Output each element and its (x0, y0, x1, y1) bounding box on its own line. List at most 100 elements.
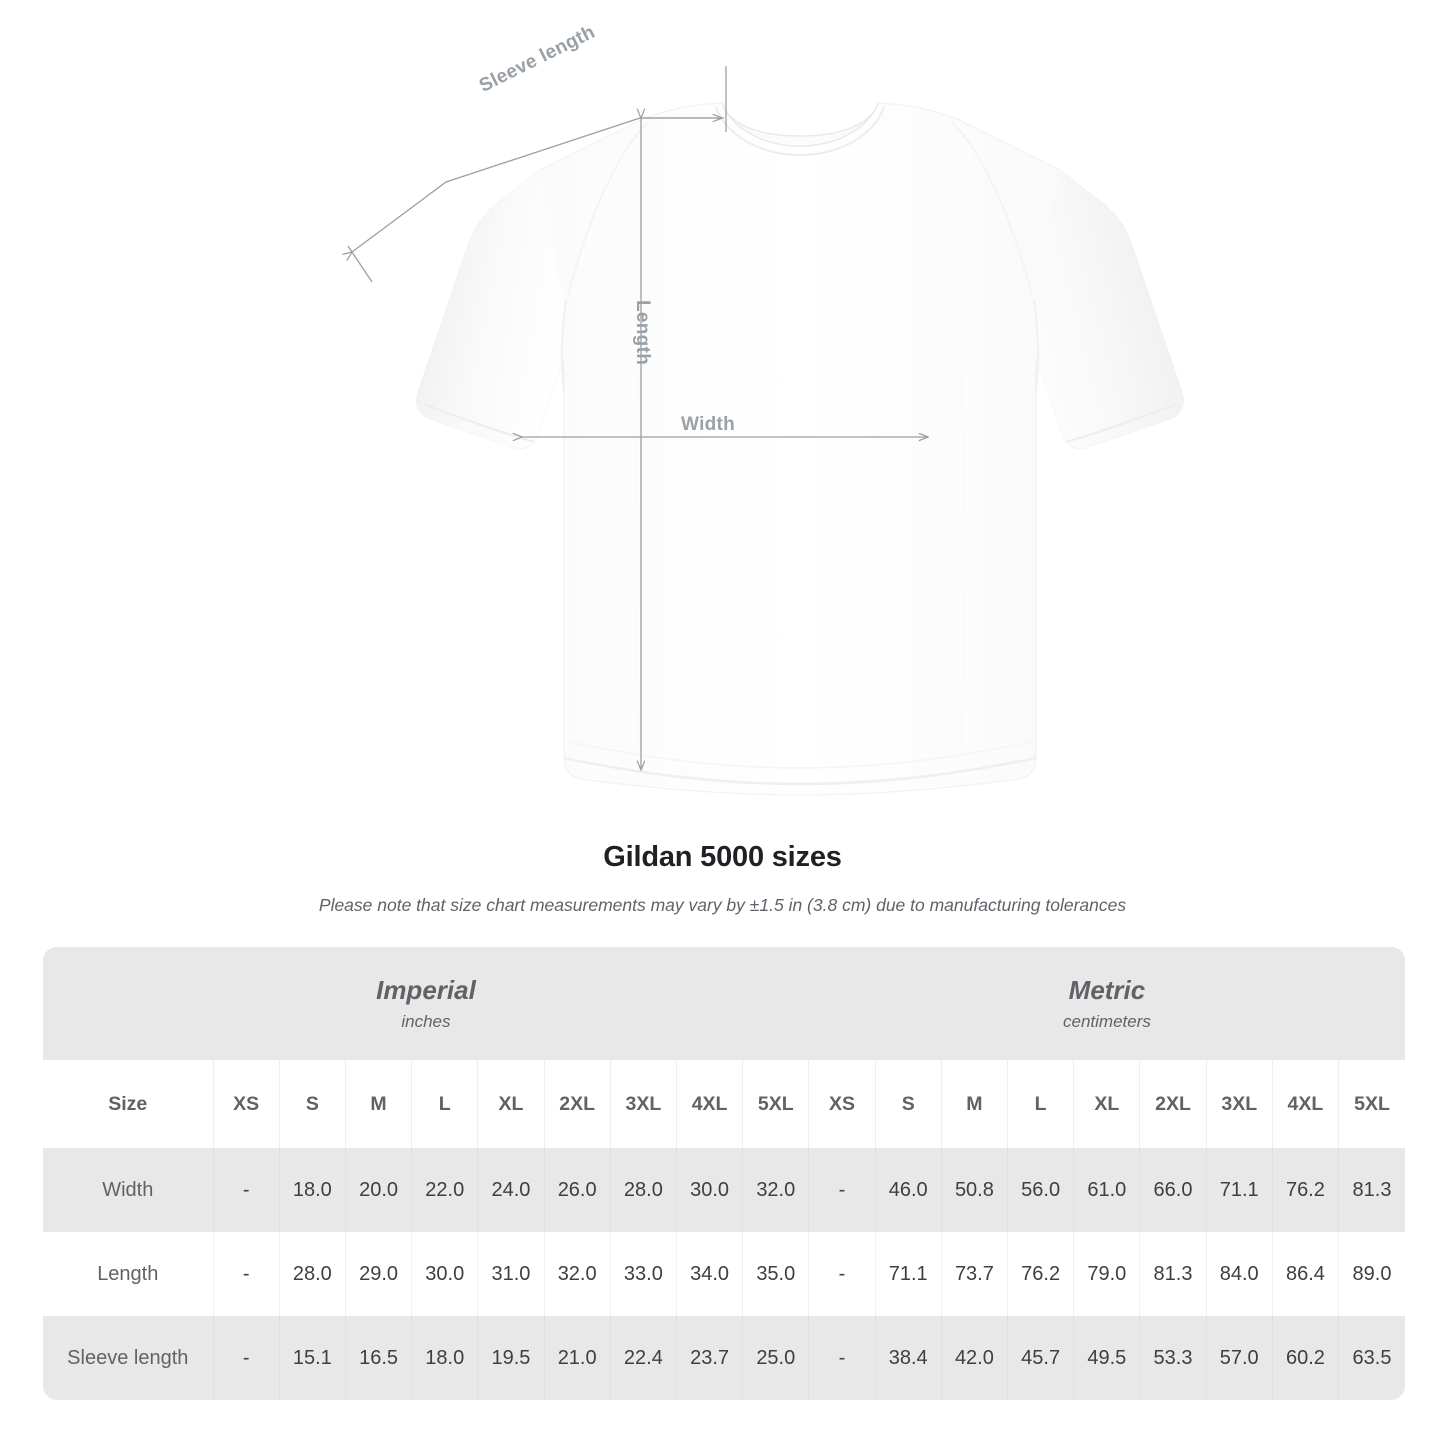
cell-width-imperial-4xl: 30.0 (676, 1148, 744, 1232)
size-header-imperial-xs: XS (213, 1060, 280, 1148)
cell-length-imperial-3xl: 33.0 (610, 1232, 677, 1316)
cell-sleeve-metric-2xl: 53.3 (1139, 1316, 1207, 1400)
cell-length-metric-5xl: 89.0 (1338, 1232, 1405, 1316)
cell-width-imperial-xl: 24.0 (477, 1148, 545, 1232)
table-row: Width - 18.0 20.0 22.0 24.0 26.0 28.0 30… (43, 1148, 1405, 1232)
row-label-sleeve-length: Sleeve length (43, 1316, 214, 1400)
cell-sleeve-metric-5xl: 63.5 (1338, 1316, 1405, 1400)
cell-width-imperial-m: 20.0 (345, 1148, 413, 1232)
imperial-group-unit: inches (401, 1011, 451, 1031)
cell-length-metric-4xl: 86.4 (1272, 1232, 1340, 1316)
cell-sleeve-metric-4xl: 60.2 (1272, 1316, 1340, 1400)
cell-width-metric-xl: 61.0 (1073, 1148, 1141, 1232)
cell-width-metric-l: 56.0 (1007, 1148, 1075, 1232)
right-sleeve-shading (955, 170, 1184, 449)
size-header-metric-3xl: 3XL (1206, 1060, 1273, 1148)
cell-sleeve-imperial-l: 18.0 (411, 1316, 479, 1400)
collar-inner-line (715, 106, 885, 157)
right-shoulder-fold (951, 121, 1033, 297)
size-header-metric-xs: XS (808, 1060, 876, 1148)
cell-width-imperial-l: 22.0 (411, 1148, 479, 1232)
cell-sleeve-imperial-3xl: 22.4 (610, 1316, 677, 1400)
size-header-metric-5xl: 5XL (1338, 1060, 1405, 1148)
imperial-group-header: Imperial inches (43, 947, 809, 1060)
cell-sleeve-imperial-xs: - (213, 1316, 280, 1400)
cell-sleeve-metric-3xl: 57.0 (1206, 1316, 1273, 1400)
metric-group-name: Metric (1068, 974, 1146, 1005)
size-header-metric-4xl: 4XL (1272, 1060, 1340, 1148)
cell-length-imperial-m: 29.0 (345, 1232, 413, 1316)
cell-sleeve-imperial-2xl: 21.0 (544, 1316, 611, 1400)
size-header-imperial-2xl: 2XL (544, 1060, 611, 1148)
tshirt-diagram-svg (0, 66, 1184, 796)
size-header-metric-l: L (1007, 1060, 1075, 1148)
cell-sleeve-imperial-4xl: 23.7 (676, 1316, 744, 1400)
size-header-imperial-5xl: 5XL (742, 1060, 810, 1148)
cell-width-imperial-s: 18.0 (279, 1148, 346, 1232)
table-row: Sleeve length - 15.1 16.5 18.0 19.5 21.0… (43, 1316, 1405, 1400)
cell-sleeve-imperial-m: 16.5 (345, 1316, 413, 1400)
cell-length-metric-l: 76.2 (1007, 1232, 1075, 1316)
table-row: Length - 28.0 29.0 30.0 31.0 32.0 33.0 3… (43, 1232, 1405, 1316)
size-header-row: Size XS S M L XL 2XL 3XL 4XL 5XL XS S M … (43, 1060, 1405, 1148)
size-header-imperial-xl: XL (477, 1060, 545, 1148)
size-header-imperial-m: M (345, 1060, 413, 1148)
cell-width-imperial-5xl: 32.0 (742, 1148, 810, 1232)
size-header-metric-m: M (941, 1060, 1009, 1148)
left-sleeve-shading (416, 170, 564, 449)
size-header-imperial-3xl: 3XL (610, 1060, 677, 1148)
row-label-width: Width (43, 1148, 214, 1232)
cell-length-metric-2xl: 81.3 (1139, 1232, 1207, 1316)
size-header-metric-s: S (875, 1060, 942, 1148)
cell-width-metric-m: 50.8 (941, 1148, 1009, 1232)
cell-length-imperial-5xl: 35.0 (742, 1232, 810, 1316)
size-chart-table-wrapper: Imperial inches Metric centimeters Size … (43, 947, 1405, 1400)
tshirt-measurement-diagram: Sleeve length Length Width (0, 22, 1184, 796)
collar-ribbing (721, 102, 879, 147)
cell-length-imperial-xl: 31.0 (477, 1232, 545, 1316)
page-title: Gildan 5000 sizes (603, 841, 842, 873)
cell-width-metric-2xl: 66.0 (1139, 1148, 1207, 1232)
size-header-imperial-s: S (279, 1060, 346, 1148)
cell-width-metric-s: 46.0 (875, 1148, 942, 1232)
size-header-metric-xl: XL (1073, 1060, 1141, 1148)
measurement-annotations (348, 66, 928, 770)
cell-width-imperial-xs: - (213, 1148, 280, 1232)
row-label-length: Length (43, 1232, 214, 1316)
cell-length-metric-s: 71.1 (875, 1232, 942, 1316)
bottom-hem-inner (569, 741, 1031, 769)
cell-length-imperial-s: 28.0 (279, 1232, 346, 1316)
size-header-metric-2xl: 2XL (1139, 1060, 1207, 1148)
imperial-group-name: Imperial (376, 974, 476, 1005)
cell-length-metric-xs: - (808, 1232, 876, 1316)
cell-sleeve-metric-xl: 49.5 (1073, 1316, 1141, 1400)
cell-sleeve-imperial-5xl: 25.0 (742, 1316, 810, 1400)
cell-length-imperial-4xl: 34.0 (676, 1232, 744, 1316)
cell-sleeve-imperial-s: 15.1 (279, 1316, 346, 1400)
right-armhole-seam (1033, 299, 1039, 393)
metric-group-header: Metric centimeters (808, 947, 1405, 1060)
cell-length-metric-m: 73.7 (941, 1232, 1009, 1316)
cell-sleeve-metric-l: 45.7 (1007, 1316, 1075, 1400)
cell-width-imperial-3xl: 28.0 (610, 1148, 677, 1232)
cell-length-metric-3xl: 84.0 (1206, 1232, 1273, 1316)
size-chart-table: Imperial inches Metric centimeters Size … (43, 947, 1405, 1400)
tolerance-note: Please note that size chart measurements… (318, 894, 1127, 915)
unit-header-row: Imperial inches Metric centimeters (43, 947, 1405, 1060)
cell-width-metric-4xl: 76.2 (1272, 1148, 1340, 1232)
size-header-imperial-l: L (411, 1060, 479, 1148)
tshirt-silhouette (416, 102, 1184, 796)
cell-width-imperial-2xl: 26.0 (544, 1148, 611, 1232)
cell-sleeve-metric-m: 42.0 (941, 1316, 1009, 1400)
cell-sleeve-metric-xs: - (808, 1316, 876, 1400)
left-armhole-seam (561, 299, 567, 393)
cell-length-imperial-xs: - (213, 1232, 280, 1316)
metric-group-unit: centimeters (1063, 1011, 1151, 1031)
size-column-header: Size (43, 1060, 214, 1148)
cell-length-imperial-l: 30.0 (411, 1232, 479, 1316)
bottom-hem (563, 756, 1037, 786)
cell-width-metric-5xl: 81.3 (1338, 1148, 1405, 1232)
width-label: Width (681, 414, 736, 435)
chart-heading-block: Gildan 5000 sizes Please note that size … (0, 840, 1445, 917)
